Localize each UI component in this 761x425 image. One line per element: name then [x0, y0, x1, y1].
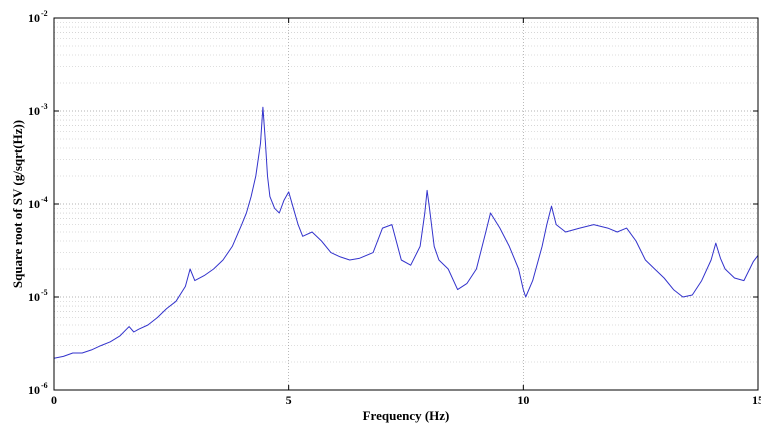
y-tick-label: 10: [28, 197, 40, 211]
x-tick-label: 5: [286, 393, 292, 407]
y-tick-label: 10: [28, 104, 40, 118]
y-tick-exponent: -3: [41, 102, 48, 111]
y-tick-label: 10: [28, 383, 40, 397]
x-tick-label: 0: [51, 393, 57, 407]
y-axis-label: Square root of SV (g/sqrt(Hz)): [10, 120, 25, 288]
y-tick-exponent: -5: [41, 288, 48, 297]
y-tick-exponent: -6: [41, 381, 48, 390]
y-tick-label: 10: [28, 11, 40, 25]
series-layer: [53, 106, 759, 359]
x-tick-label: 15: [752, 393, 761, 407]
y-tick-label: 10: [28, 290, 40, 304]
y-tick-exponent: -2: [41, 9, 48, 18]
x-tick-label: 10: [517, 393, 529, 407]
y-tick-exponent: -4: [41, 195, 48, 204]
x-axis-label: Frequency (Hz): [363, 408, 450, 423]
series-line: [53, 106, 759, 359]
